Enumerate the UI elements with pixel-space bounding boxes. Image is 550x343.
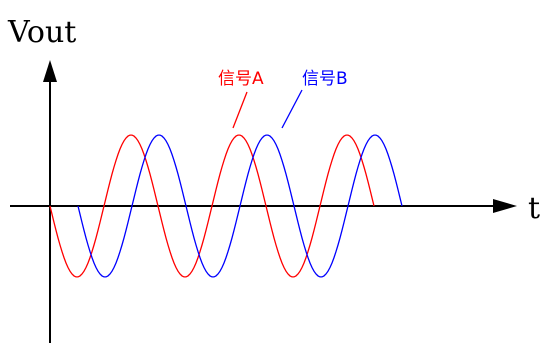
x-axis-label: t [528, 191, 540, 226]
y-axis-arrow [43, 60, 57, 82]
signal-b-label: 信号B [302, 69, 348, 89]
signal-a-leader [232, 91, 248, 129]
signal-a-label: 信号A [218, 69, 264, 89]
y-axis-label: Vout [7, 15, 76, 50]
signal-b-leader [281, 89, 303, 129]
signal-a-wave [49, 134, 375, 278]
x-axis-arrow [493, 199, 517, 213]
signal-b-wave [77, 134, 403, 278]
